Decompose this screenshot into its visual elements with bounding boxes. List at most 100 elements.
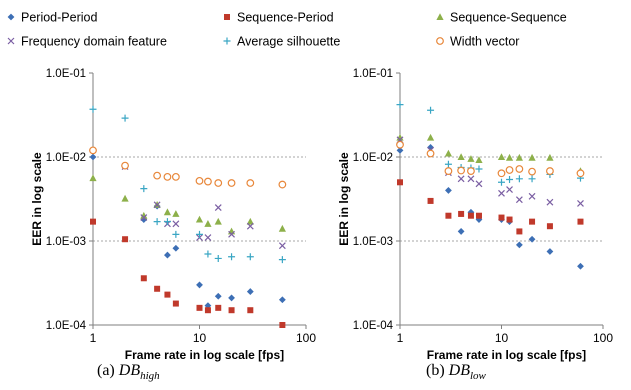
- data-point: [498, 214, 505, 221]
- data-point: [164, 291, 171, 298]
- data-point: [214, 179, 223, 187]
- data-point: [506, 216, 513, 223]
- left-series-period-period: [89, 153, 286, 310]
- data-point: [396, 101, 404, 109]
- legend-label: Average silhouette: [237, 35, 340, 49]
- data-point: [204, 177, 212, 186]
- data-point: [121, 194, 129, 202]
- caption-left-prefix: (a): [97, 362, 119, 379]
- data-point: [457, 228, 465, 235]
- data-point: [506, 186, 513, 193]
- x-tick-label: 1: [90, 331, 97, 345]
- legend-marker-circle: [436, 37, 444, 45]
- legend-item-period-period: Period-Period: [7, 11, 97, 25]
- right-series-frequency-domain-feature: [396, 136, 584, 207]
- data-point: [546, 248, 554, 255]
- data-point: [214, 254, 222, 262]
- data-point: [546, 198, 554, 206]
- data-point: [228, 307, 235, 314]
- y-tick-label: 1.0E-02: [46, 152, 86, 164]
- data-point: [278, 224, 286, 232]
- left-series-sequence-period: [90, 218, 286, 328]
- data-point: [528, 167, 536, 176]
- data-point: [204, 307, 211, 314]
- y-tick-label: 1.0E-03: [353, 236, 393, 248]
- data-point: [278, 180, 287, 189]
- data-point: [246, 288, 254, 295]
- data-point: [515, 153, 523, 161]
- right-series-average-silhouette: [396, 101, 584, 186]
- data-point: [515, 175, 523, 183]
- data-point: [195, 176, 204, 185]
- data-point: [427, 197, 434, 204]
- data-point: [528, 175, 536, 183]
- y-axis-title: EER in log scale: [30, 152, 44, 246]
- data-point: [396, 146, 404, 154]
- data-point: [444, 160, 452, 168]
- left-series-width-vector: [89, 146, 287, 189]
- data-point: [475, 216, 483, 223]
- data-point: [397, 179, 403, 186]
- y-tick-label: 1.0E-01: [46, 68, 86, 80]
- data-point: [505, 166, 514, 174]
- data-point: [89, 146, 97, 155]
- data-point: [444, 167, 453, 175]
- data-point: [122, 236, 129, 243]
- data-point: [196, 281, 203, 289]
- data-point: [215, 304, 222, 311]
- data-point: [204, 234, 212, 241]
- chart-left: 1.0E-04 1.0E-03 1.0E-02 1.0E-01 1 10 100 Frame …: [30, 68, 316, 362]
- data-point: [140, 275, 147, 282]
- x-tick-label: 10: [495, 331, 509, 345]
- data-point: [89, 105, 97, 113]
- caption-left: (a) DBhigh: [97, 362, 160, 382]
- data-point: [228, 253, 236, 261]
- y-tick-label: 1.0E-04: [353, 320, 394, 332]
- data-point: [227, 179, 236, 187]
- data-point: [195, 215, 204, 223]
- data-point: [515, 241, 523, 249]
- data-point: [577, 200, 584, 207]
- data-point: [278, 242, 286, 250]
- data-point: [172, 210, 180, 217]
- data-point: [467, 155, 475, 162]
- y-tick-label: 1.0E-03: [46, 236, 86, 248]
- data-point: [396, 133, 404, 141]
- data-point: [528, 192, 536, 200]
- data-point: [576, 169, 585, 178]
- right-series-sequence-sequence: [396, 133, 585, 175]
- legend-item-average-silhouette: Average silhouette: [223, 35, 340, 49]
- x-tick-label: 100: [296, 331, 316, 345]
- data-point: [214, 292, 222, 300]
- data-point: [505, 153, 514, 161]
- data-point: [172, 230, 180, 238]
- left-series-sequence-sequence: [89, 174, 286, 235]
- chart-right: 1.0E-04 1.0E-03 1.0E-02 1.0E-01 1 10 100 Frame …: [337, 68, 613, 362]
- data-point: [278, 256, 286, 264]
- data-point: [121, 161, 129, 170]
- data-point: [506, 175, 514, 183]
- right-series-width-vector: [396, 140, 585, 178]
- data-point: [457, 166, 466, 175]
- caption-right-sub: low: [469, 370, 486, 383]
- data-point: [228, 294, 235, 302]
- data-point: [475, 212, 482, 219]
- left-series-frequency-domain-feature: [121, 163, 286, 250]
- data-point: [426, 133, 435, 141]
- data-point: [528, 235, 536, 243]
- legend-item-sequence-sequence: Sequence-Sequence: [436, 11, 567, 25]
- data-point: [475, 165, 483, 173]
- data-point: [89, 153, 97, 161]
- legend-item-sequence-period: Sequence-Period: [224, 11, 334, 25]
- y-tick-label: 1.0E-01: [353, 68, 393, 80]
- data-point: [528, 153, 536, 161]
- data-point: [204, 220, 212, 227]
- data-point: [171, 172, 180, 181]
- caption-left-main: DB: [118, 362, 141, 379]
- left-series-average-silhouette: [89, 105, 286, 264]
- caption-right-prefix: (b): [426, 362, 449, 379]
- data-point: [246, 217, 254, 225]
- data-point: [457, 175, 465, 183]
- data-point: [154, 285, 161, 292]
